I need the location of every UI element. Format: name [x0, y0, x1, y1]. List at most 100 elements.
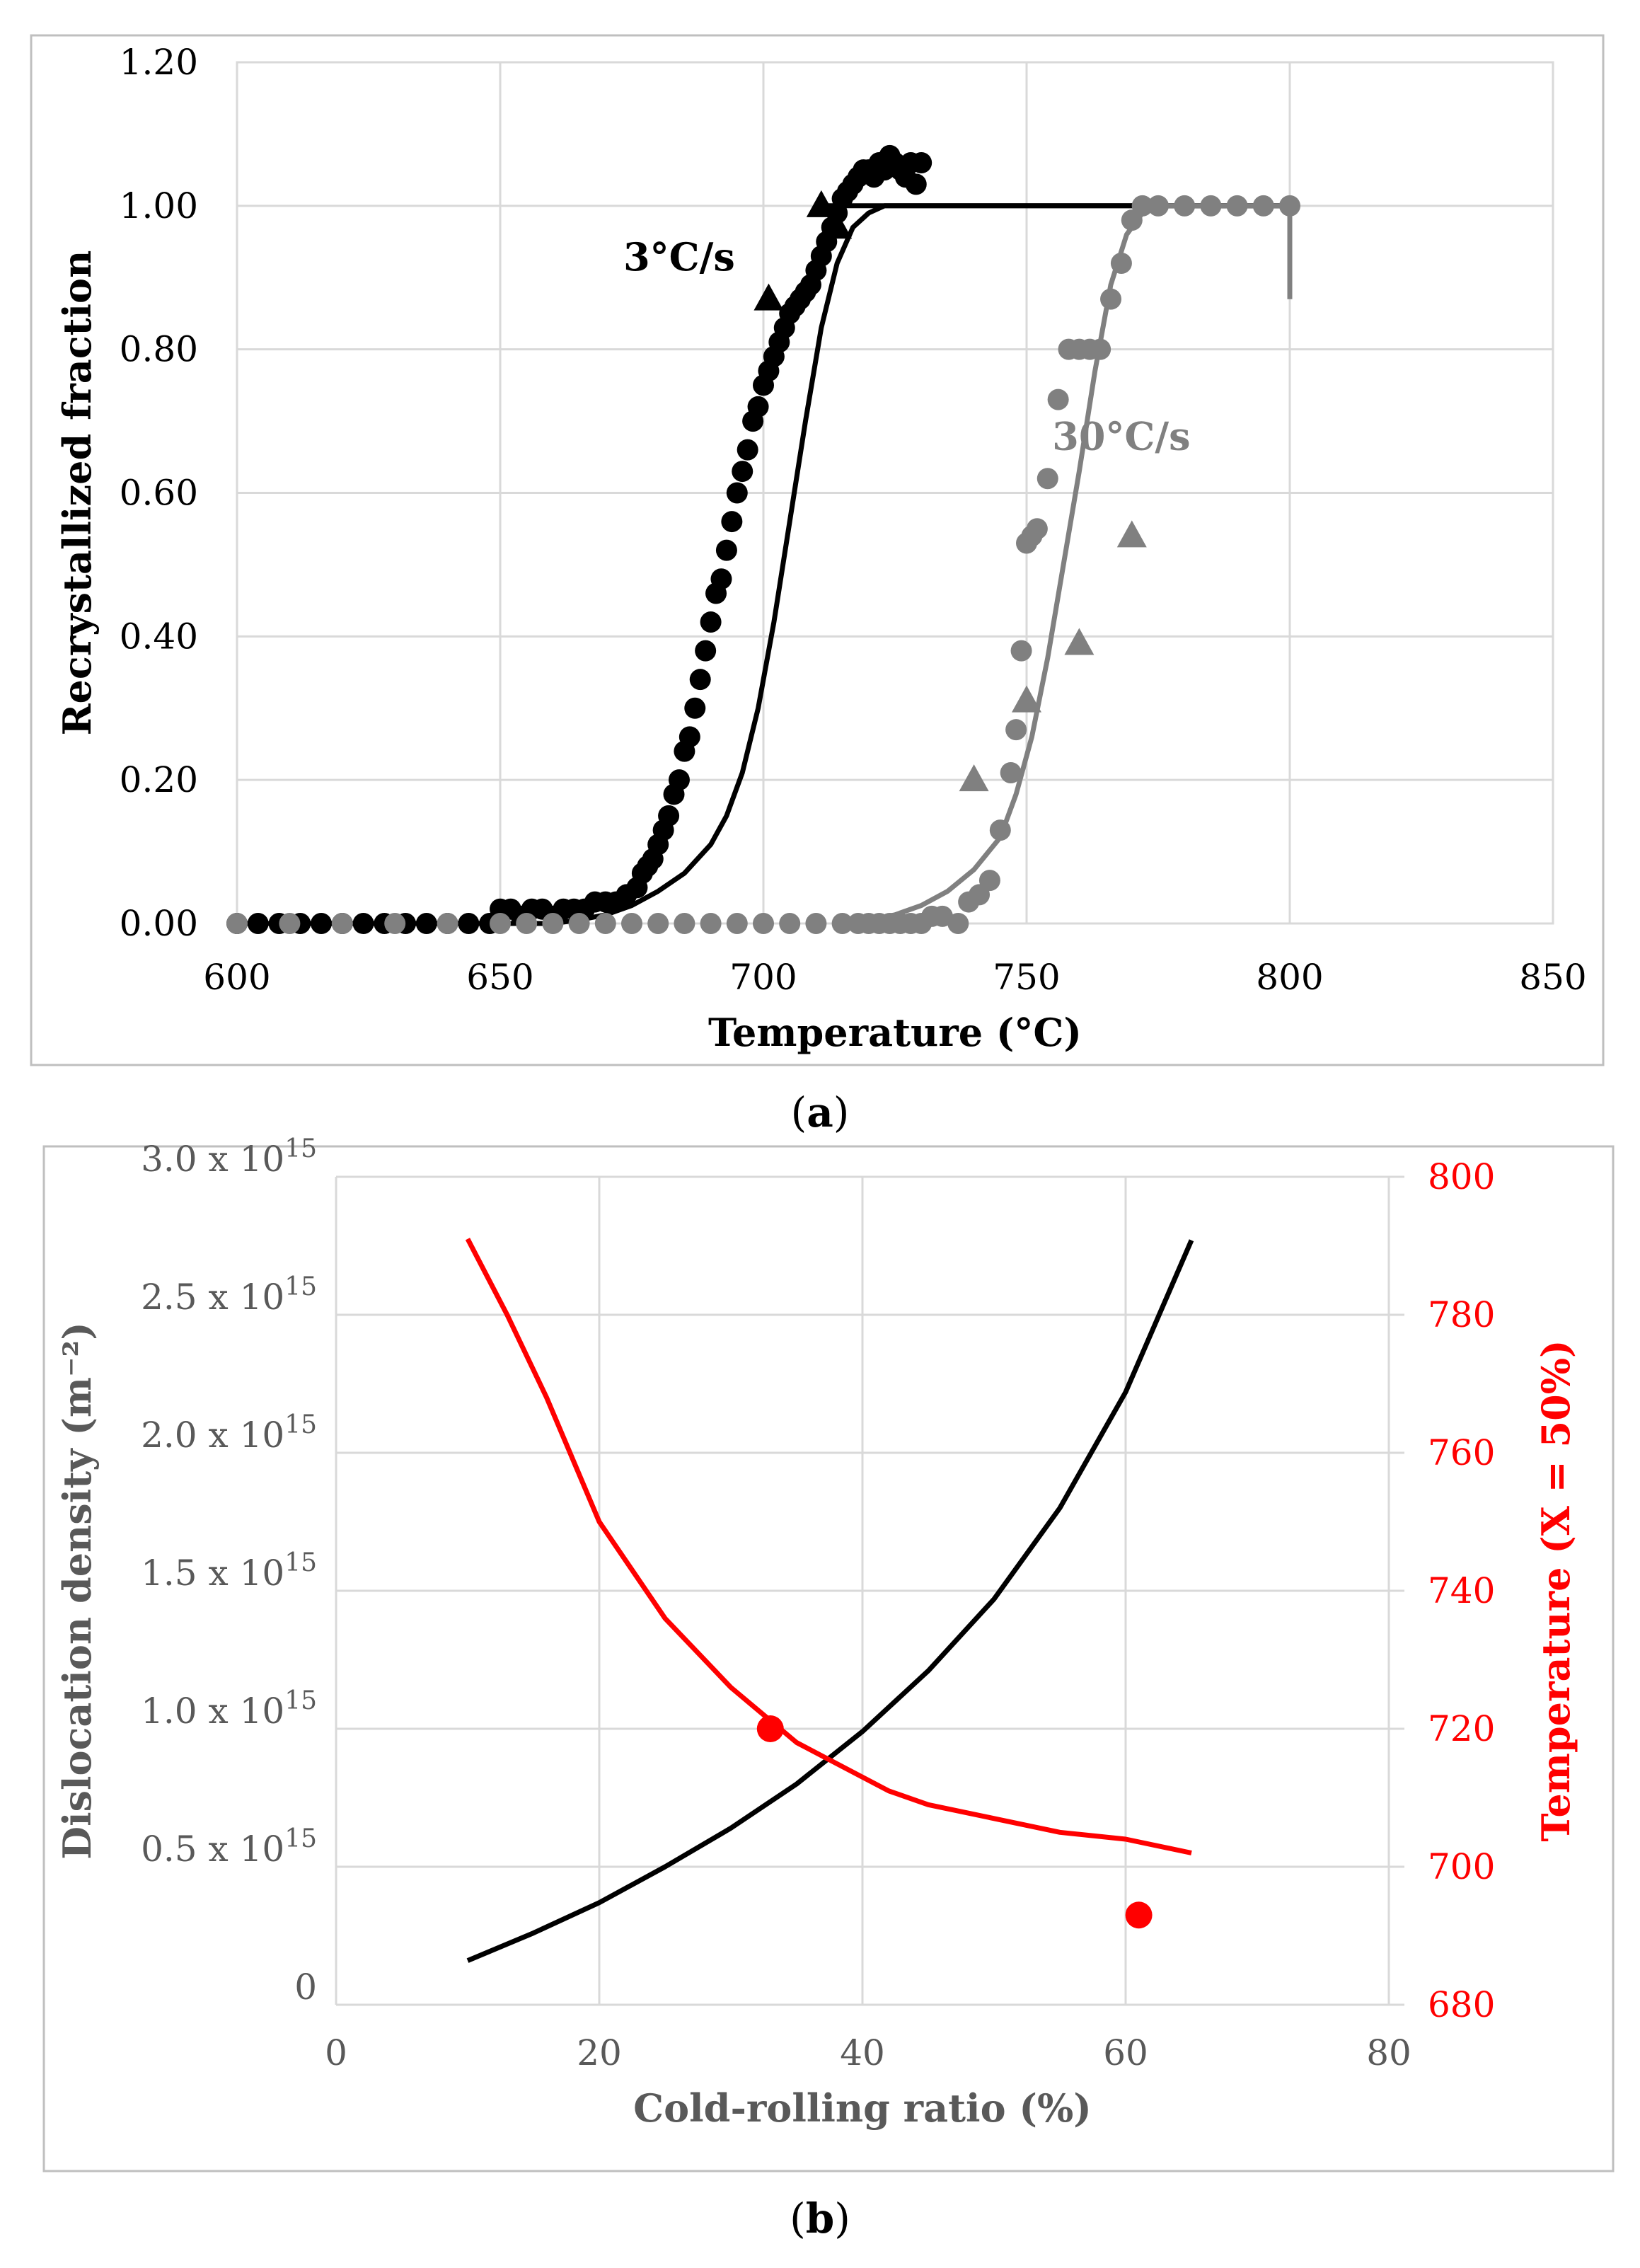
- chart-a-series-4-point: [978, 870, 1000, 892]
- chart-a-series-0-point: [689, 669, 711, 691]
- chart-b-x-tick-label: 0: [325, 2032, 347, 2073]
- chart-a-x-tick-label: 850: [1519, 957, 1586, 998]
- chart-b-y-left-tick-label: 1.0 x 1015: [141, 1686, 317, 1732]
- chart-a-series-4-point: [542, 913, 564, 934]
- chart-a-series-0-point: [726, 482, 748, 504]
- chart-a-series-4-point: [1036, 468, 1058, 490]
- chart-a-series-4-point: [516, 913, 538, 934]
- chart-a-series-0-point: [678, 726, 700, 748]
- chart-b-y-left-tick-mantissa: 3.0 x 10: [141, 1139, 284, 1180]
- chart-a-y-tick-label: 0.00: [120, 903, 198, 944]
- chart-b-y-left-tick-mantissa: 1.5 x 10: [141, 1553, 284, 1594]
- chart-a-series-4-point: [1010, 640, 1032, 662]
- chart-b-y-left-tick-label: 0.5 x 1015: [141, 1824, 317, 1870]
- caption-a-letter: a: [807, 1088, 833, 1136]
- chart-a: 0.00 0.20 0.40 0.60 0.80 1.00 1.20 600 650 700 750…: [54, 42, 1587, 1055]
- chart-b-y-left-tick-exponent: 15: [284, 1686, 317, 1715]
- chart-a-x-tick-label: 650: [466, 957, 533, 998]
- chart-a-series-4-point: [384, 913, 406, 934]
- chart-a-series-4-point: [647, 913, 669, 934]
- chart-b-y-left-tick-label: 0: [294, 1967, 317, 2008]
- chart-a-series-0-point: [905, 173, 927, 195]
- chart-a-series-4-point: [753, 913, 774, 934]
- caption-b: (b): [790, 2194, 850, 2243]
- chart-a-x-tick-label: 700: [729, 957, 797, 998]
- chart-b-x-tick-label: 20: [577, 2032, 622, 2073]
- chart-a-series-4-point: [279, 913, 301, 934]
- chart-a-series-3-triangle: [822, 212, 853, 239]
- chart-b-y-left-tick-exponent: 15: [284, 1272, 317, 1301]
- chart-a-y-tick-label: 1.00: [120, 185, 198, 226]
- chart-a-series-7-triangle: [1116, 520, 1147, 548]
- chart-b-y-left-tick-exponent: 15: [284, 1548, 317, 1577]
- chart-b-y-right-tick-label: 760: [1428, 1432, 1495, 1473]
- chart-a-series-4-point: [674, 913, 695, 934]
- chart-b-series-1-line: [465, 1238, 1192, 1855]
- chart-a-y-tick-label: 0.60: [120, 473, 198, 514]
- caption-b-open: (: [790, 2194, 806, 2243]
- chart-a-series-4-point: [331, 913, 353, 934]
- chart-a-series-4-point: [1047, 388, 1069, 410]
- chart-a-series-4-point: [726, 913, 748, 934]
- chart-a-x-tick-label: 750: [993, 957, 1060, 998]
- chart-a-series-4-point: [621, 913, 642, 934]
- chart-a-series-4-point: [437, 913, 458, 934]
- caption-a-open: (: [791, 1088, 807, 1136]
- chart-a-series-0-point: [710, 568, 732, 590]
- chart-a-series-4-point: [226, 913, 248, 934]
- chart-a-series-0-point: [747, 396, 769, 418]
- chart-a-y-tick-label: 0.20: [120, 759, 198, 800]
- chart-b-frame: [42, 1145, 1615, 2172]
- chart-a-annotation-label-30cs: 30°C/s: [1052, 414, 1190, 459]
- chart-b-y-left-tick-mantissa: 2.5 x 10: [141, 1277, 284, 1318]
- chart-b-y-left-tick-label: 1.5 x 1015: [141, 1548, 317, 1594]
- chart-a-series-4-point: [568, 913, 590, 934]
- chart-a-y-tick-label: 1.20: [120, 42, 198, 83]
- chart-b-y-right-tick-label: 700: [1428, 1846, 1495, 1887]
- chart-b-series-2-point: [1125, 1901, 1153, 1929]
- chart-a-series-3-triangle: [806, 190, 836, 217]
- chart-a-annotation-label-3cs: 3°C/s: [623, 234, 735, 280]
- chart-b-x-tick-label: 40: [840, 2032, 885, 2073]
- chart-b-y-right-tick-label: 800: [1428, 1156, 1495, 1197]
- chart-b-y-right-tick-label: 680: [1428, 1984, 1495, 2025]
- chart-a-series-0-point: [715, 539, 737, 561]
- caption-a: (a): [791, 1088, 850, 1136]
- chart-b-y-left-tick-mantissa: 2.0 x 10: [141, 1415, 284, 1456]
- chart-a-series-0-point: [684, 697, 706, 719]
- chart-b-y-left-tick-mantissa: 0.5 x 10: [141, 1829, 284, 1870]
- chart-a-series-0-point: [911, 151, 932, 173]
- chart-a-x-tick-label: 600: [203, 957, 270, 998]
- chart-b-y-left-tick-exponent: 15: [284, 1824, 317, 1853]
- chart-a-series-4-point: [805, 913, 827, 934]
- chart-b-y-right-tick-label: 780: [1428, 1294, 1495, 1335]
- chart-a-x-tick-label: 800: [1256, 957, 1323, 998]
- chart-a-x-axis-label: Temperature (°C): [708, 1010, 1082, 1055]
- caption-a-close: ): [833, 1088, 850, 1136]
- chart-a-frame: [30, 34, 1605, 1066]
- chart-a-series-4-point: [947, 913, 969, 934]
- chart-a-series-4-point: [490, 913, 511, 934]
- chart-b-x-axis-label: Cold-rolling ratio (%): [633, 2085, 1092, 2131]
- chart-b-y-left-tick-exponent: 15: [284, 1134, 317, 1163]
- chart-a-series-7-triangle: [1012, 685, 1041, 713]
- chart-a-series-0-point: [732, 461, 753, 483]
- chart-a-series-4-point: [779, 913, 801, 934]
- chart-a-series-7-triangle: [1064, 628, 1095, 655]
- chart-b-x-tick-label: 60: [1103, 2032, 1148, 2073]
- chart-b-y-left-tick-label: 3.0 x 1015: [141, 1134, 317, 1180]
- chart-a-series-0-point: [721, 511, 743, 533]
- chart-a-series-0-point: [695, 640, 717, 662]
- chart-a-series-7-triangle: [959, 764, 989, 792]
- chart-b-y-right-tick-label: 740: [1428, 1570, 1495, 1611]
- chart-a-y-tick-label: 0.80: [120, 329, 198, 370]
- chart-b-y-right-tick-label: 720: [1428, 1708, 1495, 1749]
- chart-a-series-4-point: [594, 913, 616, 934]
- chart-b-series-2-point: [756, 1715, 784, 1742]
- chart-a-y-tick-label: 0.40: [120, 616, 198, 657]
- chart-b-y-left-tick-label: 2.0 x 1015: [141, 1410, 317, 1456]
- chart-a-series-4-point: [700, 913, 722, 934]
- chart-a-series-4-point: [1005, 719, 1027, 741]
